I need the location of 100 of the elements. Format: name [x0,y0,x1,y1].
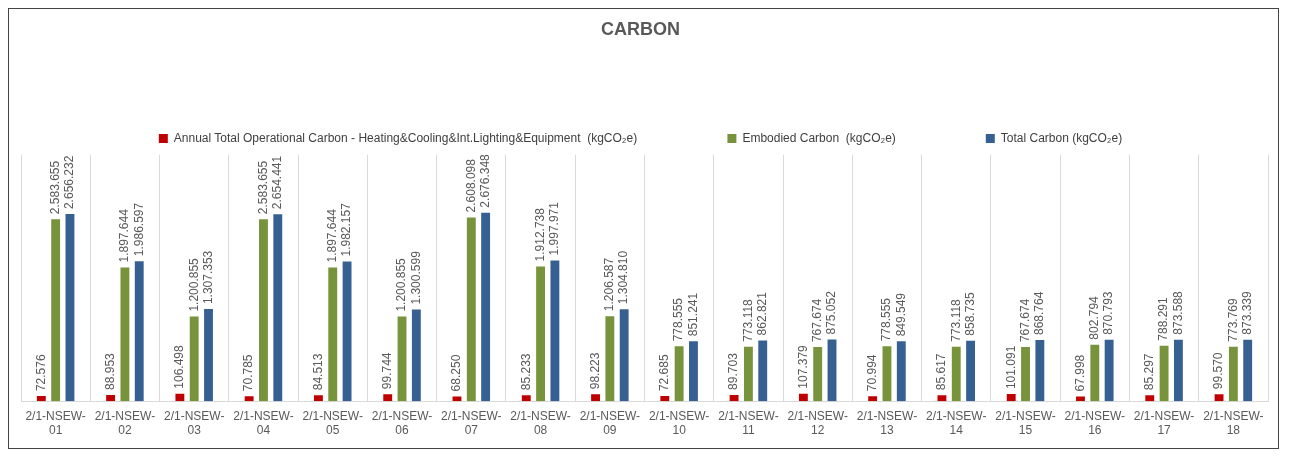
bar [175,393,185,402]
bar [1243,339,1253,402]
data-label: 67.998 [1072,354,1087,392]
data-label: 72.576 [33,354,48,392]
chart-title: CARBON [601,18,680,39]
bar [951,346,961,402]
x-tick-label: 2/1-NSEW-17 [1133,408,1195,438]
data-label: 84.513 [310,353,325,391]
bar [605,316,615,402]
bar [1090,344,1100,402]
data-label: 773.118 [948,298,963,342]
data-label: 870.793 [1101,291,1116,335]
bar [1214,394,1224,402]
x-tick-label: 2/1-NSEW-08 [510,408,571,438]
x-tick-label: 2/1-NSEW-06 [371,408,433,438]
bar [411,309,421,402]
x-tick-label: 2/1-NSEW-15 [995,408,1056,438]
data-label: 99.744 [380,352,395,390]
bar [51,219,61,402]
data-label: 88.953 [102,352,117,390]
x-tick-label: 2/1-NSEW-14 [926,408,987,438]
bar [1228,346,1238,402]
data-label: 1.200.855 [186,257,201,312]
bar [313,395,323,402]
bar [619,309,629,402]
bar [204,309,213,402]
bar [481,212,491,402]
data-label: 2.656.232 [62,155,77,210]
data-label: 70.785 [241,354,256,392]
bar [120,267,130,402]
data-label: 767.674 [1017,298,1032,343]
bar [1173,339,1183,402]
bar [966,340,976,402]
bar [550,260,560,402]
bar [896,341,906,402]
data-label: 778.555 [671,297,686,342]
bar [660,396,670,402]
data-label: 106.498 [172,344,187,389]
bar [328,267,338,402]
bar [882,346,892,402]
data-label: 1.304.810 [616,250,631,305]
data-label: 2.608.098 [463,158,478,213]
data-label: 773.118 [740,298,755,342]
data-label: 858.735 [962,291,977,336]
bar [1035,339,1045,402]
data-label: 873.339 [1239,290,1254,335]
x-tick-label: 2/1-NSEW-18 [1203,408,1264,438]
data-label: 1.206.587 [602,257,617,312]
data-label: 1.300.599 [408,250,423,305]
data-label: 2.583.655 [47,160,62,215]
bar [868,396,878,402]
x-tick-label: 2/1-NSEW-11 [718,408,779,438]
x-tick-label: 2/1-NSEW-09 [579,408,641,438]
x-tick-label: 2/1-NSEW-03 [163,408,225,438]
data-label: 802.794 [1087,295,1102,340]
legend-label: Embodied Carbon (kgCO₂e) [742,130,896,145]
data-label: 98.223 [587,352,602,390]
bar [798,393,808,402]
bar [383,394,393,402]
data-label: 773.769 [1225,297,1240,342]
bar [1145,395,1155,402]
data-label: 851.241 [685,292,700,337]
bar [106,394,116,402]
x-tick-label: 2/1-NSEW-01 [25,408,86,438]
data-label: 849.549 [893,292,908,337]
x-tick-label: 2/1-NSEW-07 [441,408,502,438]
bar [189,316,199,402]
data-label: 778.555 [879,297,894,342]
data-label: 862.821 [755,291,770,336]
x-tick-label: 2/1-NSEW-12 [787,408,848,438]
bar [244,396,254,402]
legend-label: Total Carbon (kgCO₂e) [1000,130,1123,145]
bar [134,261,144,402]
bar [1076,396,1085,402]
bar [259,219,268,402]
bar [1159,345,1169,402]
data-label: 2.583.655 [255,160,270,215]
data-label: 1.897.644 [117,208,132,263]
data-label: 70.994 [864,354,879,392]
bar [743,346,753,402]
bar [65,214,75,402]
data-label: 68.250 [449,354,464,392]
data-label: 101.091 [1003,345,1018,390]
data-label: 1.912.738 [532,207,547,262]
data-label: 1.986.597 [131,202,146,257]
bar [813,347,823,402]
x-tick-label: 2/1-NSEW-02 [94,408,156,438]
bar [342,261,352,402]
bar [521,395,531,402]
data-label: 85.297 [1142,353,1157,391]
data-label: 107.379 [795,344,810,389]
data-label: 99.570 [1211,352,1226,390]
bar [1006,394,1016,402]
data-label: 1.897.644 [325,208,340,263]
x-tick-label: 2/1-NSEW-16 [1064,408,1126,438]
data-label: 85.617 [934,353,949,391]
bar [729,394,739,402]
data-label: 1.997.971 [547,201,562,256]
bar [536,266,546,402]
data-label: 89.703 [726,352,741,390]
